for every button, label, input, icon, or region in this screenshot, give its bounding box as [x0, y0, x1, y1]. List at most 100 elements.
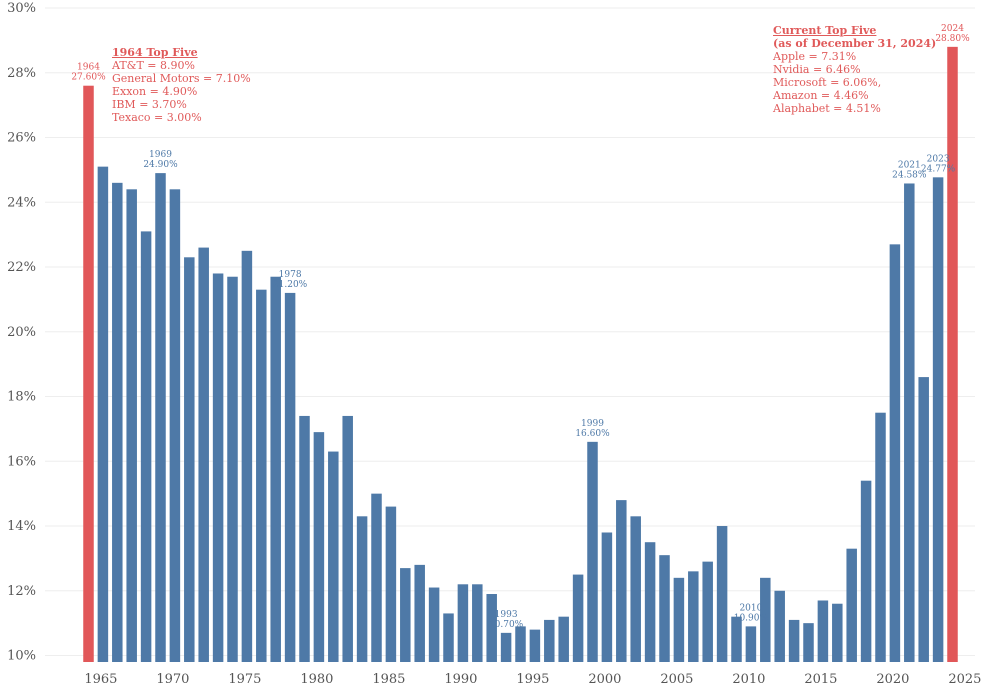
- annotation-1964-title: 1964 Top Five: [112, 46, 198, 59]
- y-tick-label: 16%: [7, 454, 36, 469]
- bar-2023: [932, 177, 944, 662]
- bar-1970: [169, 189, 181, 662]
- y-tick-label: 30%: [7, 1, 36, 16]
- bar-label-value: 21.20%: [273, 280, 308, 290]
- annotation-current-title: Current Top Five: [773, 24, 877, 37]
- bar-1974: [227, 276, 238, 662]
- bar-2011: [760, 577, 771, 662]
- bar-1998: [572, 574, 584, 662]
- bar-1981: [328, 451, 339, 662]
- bar-label-year: 1969: [149, 150, 172, 160]
- bar-2002: [630, 516, 641, 662]
- bar-label-year: 2010: [739, 603, 762, 613]
- annotation-current-top-five: Current Top Five (as of December 31, 202…: [773, 24, 936, 115]
- bar-1984: [371, 493, 382, 662]
- bar-2000: [601, 532, 613, 662]
- bar-label-value: 24.77%: [921, 164, 956, 174]
- y-tick-label: 22%: [7, 260, 36, 275]
- bar-2019: [875, 412, 886, 662]
- bar-1976: [256, 289, 267, 662]
- bar-1972: [198, 247, 209, 662]
- x-tick-label: 1995: [516, 672, 549, 687]
- x-tick-label: 1990: [444, 672, 477, 687]
- bar-1982: [342, 415, 353, 662]
- bar-1995: [529, 629, 541, 662]
- bar-1986: [400, 568, 411, 662]
- bar-2024: [947, 46, 958, 662]
- annotation-1964-line: AT&T = 8.90%: [112, 59, 195, 72]
- bar-1975: [241, 250, 253, 662]
- bar-2010: [745, 626, 757, 662]
- bar-label-value: 24.58%: [892, 170, 927, 180]
- bar-2018: [860, 480, 872, 662]
- bar-1991: [472, 584, 483, 662]
- bar-2006: [688, 571, 699, 662]
- bar-1997: [558, 616, 569, 662]
- y-tick-label: 10%: [7, 649, 36, 664]
- x-axis: 1965 1970 1975 1980 1985 1990 1995 2000 2005 2010…: [84, 672, 981, 687]
- bar-1977: [270, 276, 281, 662]
- annotation-1964-line: General Motors = 7.10%: [112, 72, 251, 85]
- bar-1979: [299, 415, 310, 662]
- bar-label-year: 1964: [77, 63, 100, 73]
- annotation-current-line: Apple = 7.31%: [773, 50, 857, 63]
- bar-2009: [731, 616, 742, 662]
- bar-1994: [515, 626, 526, 662]
- x-tick-label: 1965: [84, 672, 117, 687]
- bar-1988: [428, 587, 440, 662]
- bar-label-year: 1993: [495, 610, 518, 620]
- bar-2015: [817, 600, 829, 662]
- bar-label-year: 2021: [898, 160, 921, 170]
- x-tick-label: 2010: [732, 672, 765, 687]
- bar-2020: [889, 244, 901, 662]
- bars: [83, 46, 958, 663]
- annotation-1964-line: Texaco = 3.00%: [112, 111, 202, 124]
- bar-1989: [443, 613, 454, 662]
- y-tick-label: 12%: [7, 584, 36, 599]
- y-axis: 10% 12% 14% 16% 18% 20% 22% 24% 26% 28% 30%: [7, 1, 36, 664]
- y-tick-label: 28%: [7, 66, 36, 81]
- x-tick-label: 2005: [660, 672, 693, 687]
- y-tick-label: 14%: [7, 519, 36, 534]
- bar-label-year: 1978: [279, 270, 302, 280]
- bar-label-year: 2023: [927, 154, 950, 164]
- y-tick-label: 24%: [7, 195, 36, 210]
- bar-1966: [112, 182, 123, 663]
- bar-label-year: 1999: [581, 419, 604, 429]
- x-tick-label: 2015: [804, 672, 837, 687]
- y-tick-label: 18%: [7, 390, 36, 405]
- bar-2005: [673, 577, 685, 662]
- bar-1993: [500, 632, 512, 662]
- annotation-current-line: Amazon = 4.46%: [773, 89, 869, 102]
- bar-label-value: 24.90%: [143, 160, 178, 170]
- bar-label-value: 10.70%: [489, 620, 524, 630]
- bar-1968: [140, 231, 152, 662]
- bar-1987: [414, 564, 425, 662]
- x-tick-label: 2020: [876, 672, 909, 687]
- bar-1971: [184, 257, 195, 662]
- bar-1978: [284, 292, 296, 662]
- bar-2014: [803, 623, 814, 662]
- bar-2016: [832, 603, 843, 662]
- bar-label-value: 28.80%: [935, 34, 970, 44]
- x-tick-label: 1985: [372, 672, 405, 687]
- annotation-current-line: Microsoft = 6.06%,: [773, 76, 882, 89]
- bar-1973: [212, 273, 224, 662]
- y-tick-label: 26%: [7, 131, 36, 146]
- annotation-current-line: Alaphabet = 4.51%: [773, 102, 881, 115]
- bar-1983: [356, 516, 368, 662]
- x-tick-label: 1975: [228, 672, 261, 687]
- bar-2022: [918, 377, 929, 662]
- x-tick-label: 1970: [156, 672, 189, 687]
- annotation-current-subtitle: (as of December 31, 2024): [773, 37, 937, 50]
- bar-2013: [788, 619, 800, 662]
- x-tick-label: 2025: [948, 672, 981, 687]
- bar-2004: [659, 555, 670, 662]
- x-tick-label: 1980: [300, 672, 333, 687]
- annotation-1964-line: IBM = 3.70%: [112, 98, 187, 111]
- bar-label-year: 2024: [941, 24, 964, 34]
- bar-label-value: 27.60%: [71, 73, 106, 83]
- bar-1992: [486, 594, 497, 662]
- bar-1964: [83, 85, 94, 662]
